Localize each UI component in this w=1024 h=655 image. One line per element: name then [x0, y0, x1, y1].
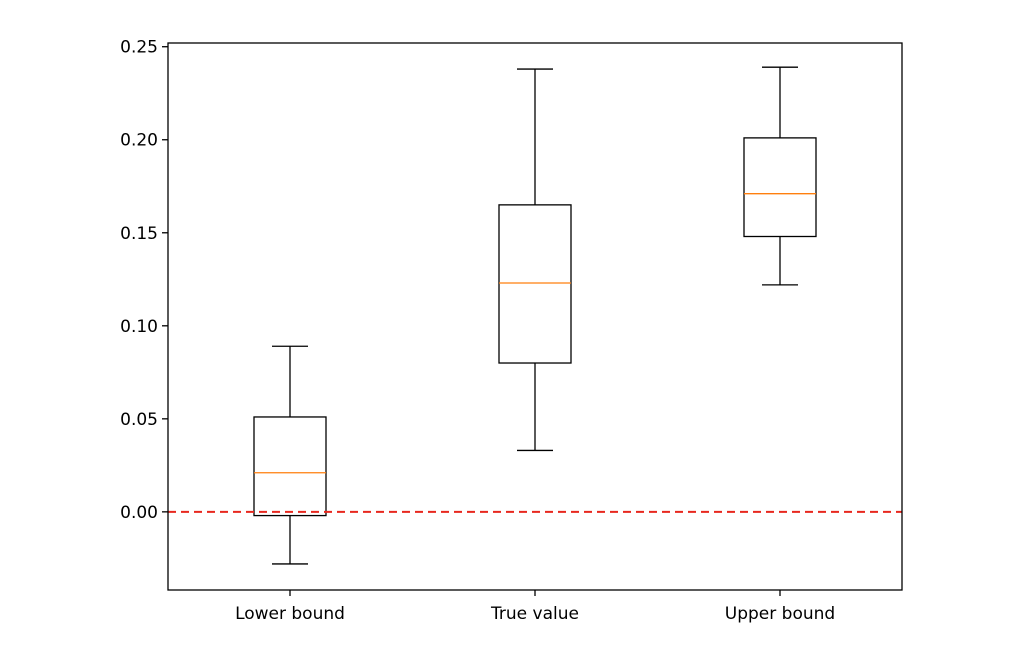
y-tick-label: 0.05 [120, 410, 158, 430]
y-axis: 0.25 0.20 0.15 0.10 0.05 0.00 [120, 38, 168, 523]
y-tick-label: 0.00 [120, 503, 158, 523]
box-iqr [743, 137, 817, 238]
plot-area [168, 66, 902, 565]
y-tick-label: 0.20 [120, 131, 158, 151]
box-0 [253, 345, 327, 565]
box-1 [498, 68, 572, 452]
box-iqr [253, 416, 327, 517]
y-tick-label: 0.10 [120, 317, 158, 337]
x-tick-label: True value [490, 604, 579, 624]
y-tick-label: 0.15 [120, 224, 158, 244]
x-tick-label: Lower bound [235, 604, 345, 624]
x-tick-label: Upper bound [725, 604, 835, 624]
y-tick-label: 0.25 [120, 38, 158, 58]
box-2 [743, 66, 817, 286]
box-iqr [498, 204, 572, 364]
x-axis: Lower bound True value Upper bound [235, 590, 835, 624]
